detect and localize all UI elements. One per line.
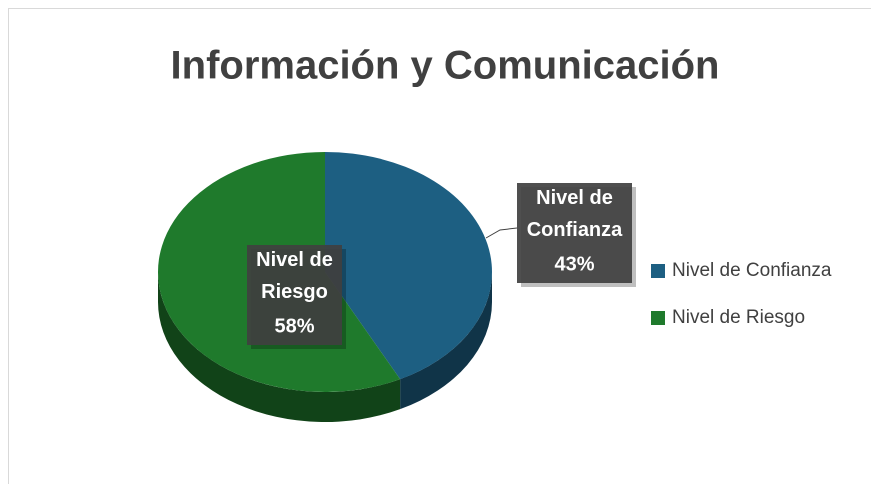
data-label-value: 58% — [274, 315, 314, 337]
data-label-line: Confianza — [527, 219, 623, 241]
legend-label: Nivel de Riesgo — [672, 307, 805, 328]
legend-label: Nivel de Confianza — [672, 260, 832, 281]
data-label-line: Nivel de — [536, 187, 613, 209]
data-label-line: Nivel de — [256, 249, 333, 271]
legend-swatch — [651, 311, 665, 325]
chart-title: Información y Comunicación — [171, 44, 720, 88]
data-label-value: 43% — [554, 253, 594, 275]
legend-swatch — [651, 264, 665, 278]
data-label-line: Riesgo — [261, 281, 328, 303]
